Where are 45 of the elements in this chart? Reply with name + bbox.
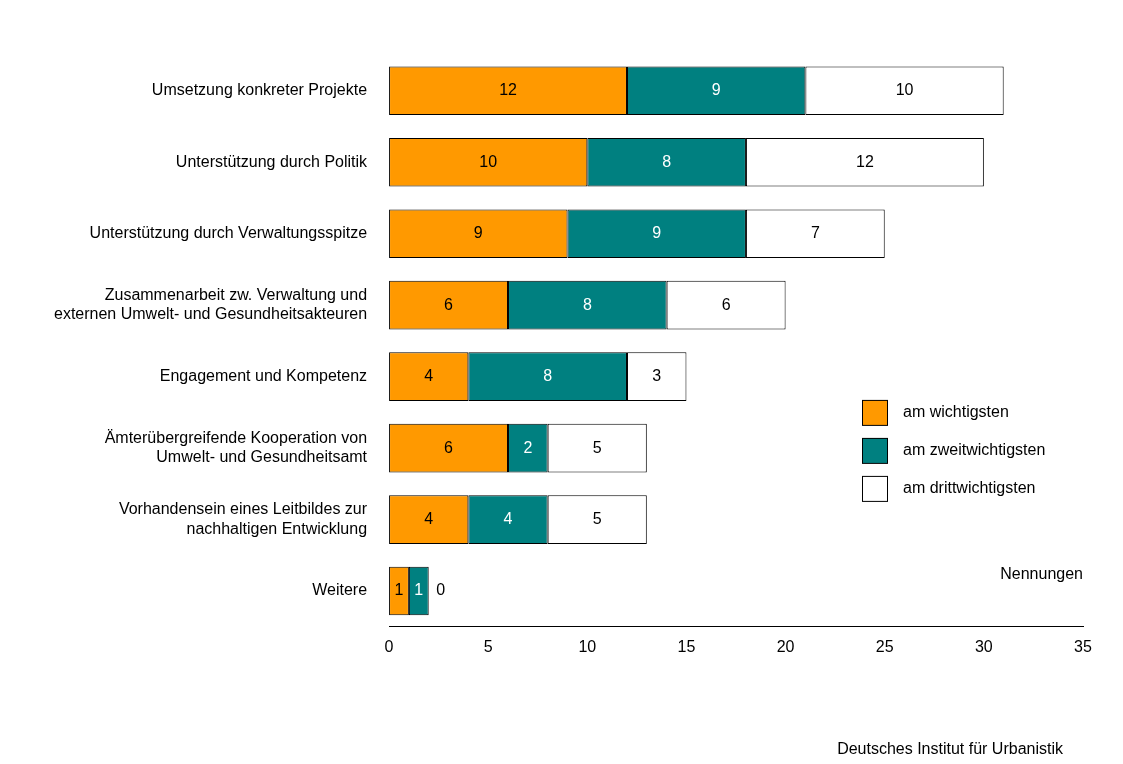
data-label: 8 — [662, 152, 672, 170]
y-tick-label: Engagement und Kompetenz — [159, 367, 368, 385]
text: Deutsches Institut für Urbanistik — [837, 740, 1063, 758]
x-tick-label: 10 — [578, 637, 597, 655]
legend-label: am wichtigsten — [903, 403, 1009, 421]
data-label: 10 — [479, 152, 498, 170]
data-label: 6 — [444, 295, 454, 313]
data-label: 9 — [652, 224, 662, 242]
x-tick-label: 0 — [384, 637, 394, 655]
x-tick-label: 15 — [677, 637, 696, 655]
data-label: 10 — [895, 81, 914, 99]
y-tick-label: Unterstützung durch Verwaltungsspitze — [89, 224, 368, 242]
data-label: 9 — [473, 224, 483, 242]
y-tick-label: Unterstützung durch Politik — [175, 152, 369, 170]
x-tick-label: 30 — [974, 637, 993, 655]
x-axis-title: Nennungen — [1000, 565, 1083, 583]
data-label: 12 — [856, 152, 874, 170]
data-label: 5 — [592, 509, 602, 527]
data-label: 5 — [592, 438, 602, 456]
x-tick-label: 25 — [875, 637, 894, 655]
data-label: 6 — [444, 438, 454, 456]
y-tick-label: Weitere — [312, 581, 368, 599]
data-label: 4 — [424, 509, 434, 527]
x-tick-label: 5 — [483, 637, 493, 655]
x-tick-label: 20 — [776, 637, 795, 655]
y-tick-label: Ämterübergreifende Kooperation von Umwelt- und Gesundheitsamt — [104, 428, 368, 466]
y-tick-label: Zusammenarbeit zw. Verwaltung und externen Umwelt- und Gesundheitsakteuren — [54, 285, 368, 323]
legend-label: am drittwichtigsten — [903, 479, 1036, 497]
data-label: 7 — [810, 224, 820, 242]
data-label: 3 — [652, 367, 662, 385]
data-label: 1 — [414, 581, 424, 599]
data-label: 0 — [436, 581, 446, 599]
data-label: 9 — [711, 81, 721, 99]
y-tick-label: Vorhandensein eines Leitbildes zur nachhaltigen Entwicklung — [118, 500, 368, 537]
legend-label: am zweitwichtigsten — [903, 441, 1046, 459]
data-label: 1 — [394, 581, 404, 599]
data-label: 4 — [424, 367, 434, 385]
data-label: 12 — [499, 81, 518, 99]
y-tick-label: Umsetzung konkreter Projekte — [151, 81, 368, 99]
data-label: 4 — [503, 509, 513, 527]
data-label: 8 — [582, 295, 592, 313]
data-label: 2 — [523, 438, 533, 456]
data-label: 6 — [721, 295, 731, 313]
data-label: 8 — [543, 367, 553, 385]
x-tick-label: 35 — [1074, 637, 1092, 655]
